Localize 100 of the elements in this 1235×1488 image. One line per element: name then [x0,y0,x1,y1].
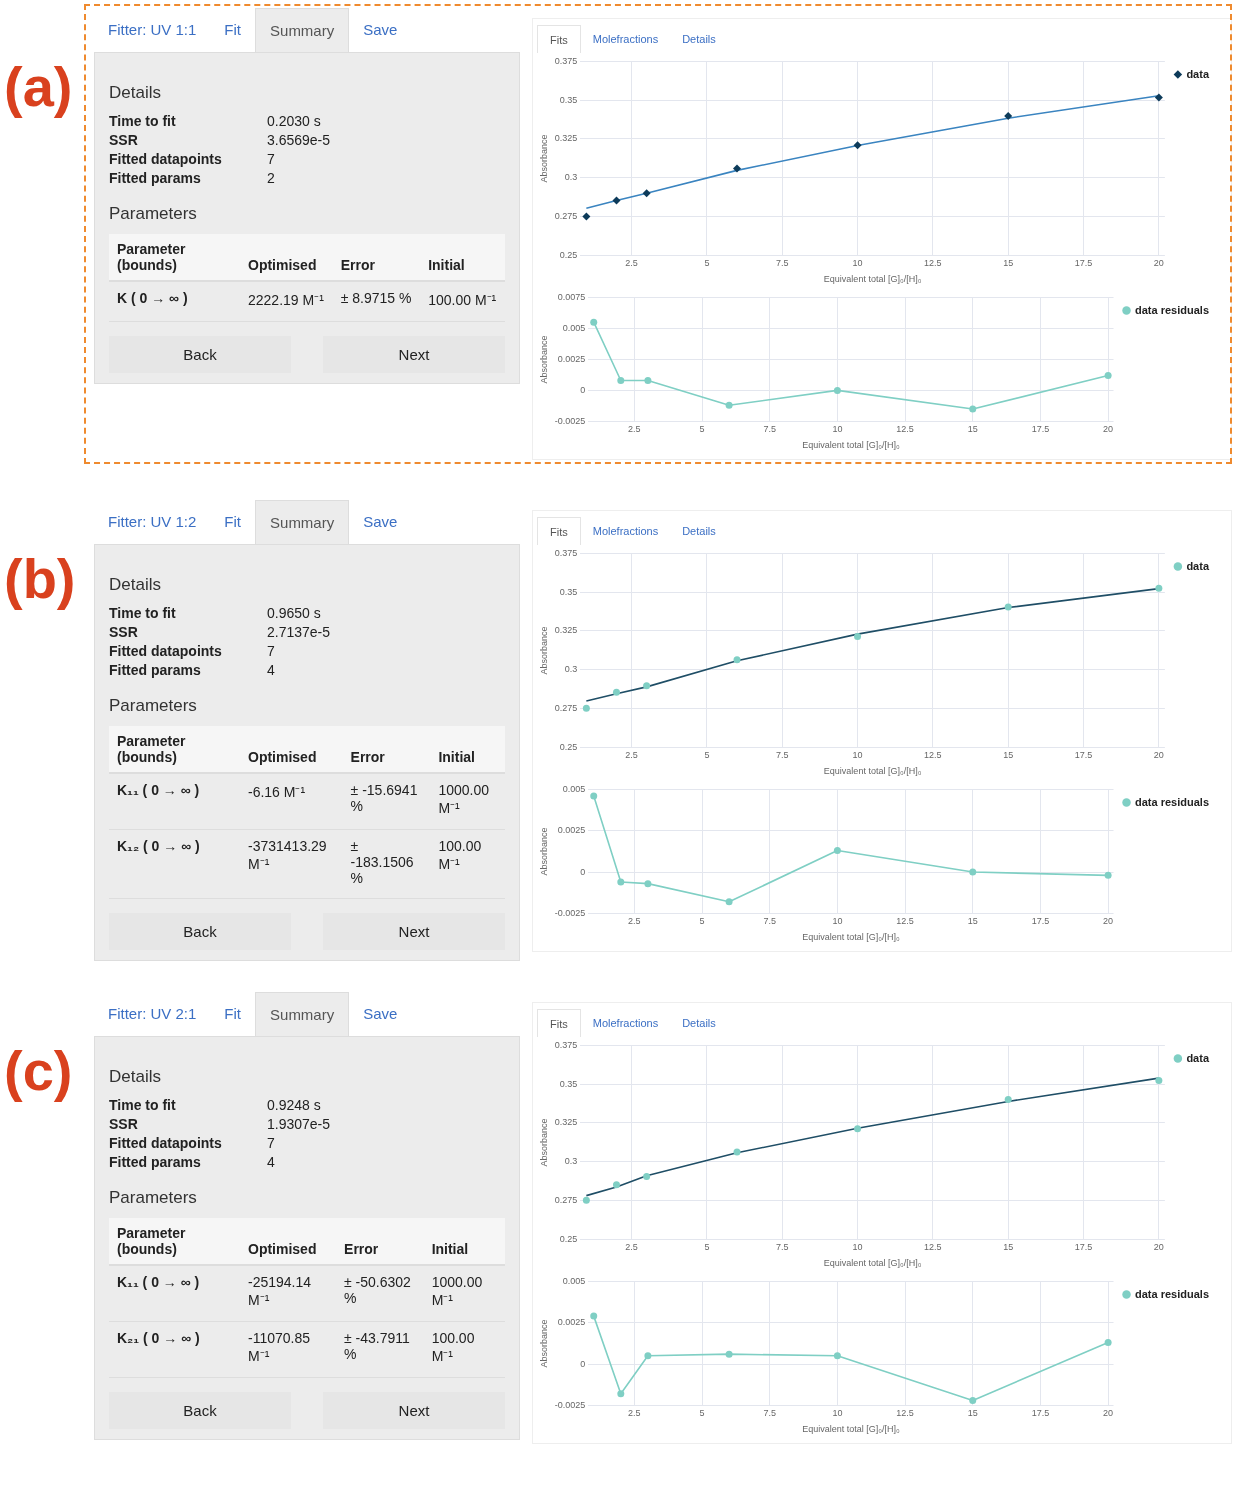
y-tick-label: 0.3 [564,664,578,675]
text: 7 [267,1135,276,1151]
x-tick-label: 15 [967,916,978,927]
y-tick-label: 0.35 [559,94,578,105]
y-tick-label: 0.25 [559,741,578,752]
point [590,1312,598,1320]
x-tick-label: 10 [852,750,863,761]
y-tick-label: 0.375 [554,55,578,66]
x-tick-label: 20 [1153,750,1164,761]
text: K ( 0 → ∞ ) [109,281,240,322]
y-tick-label: 0.275 [554,1195,578,1206]
x-tick-label: 5 [699,1408,705,1419]
text: Fitter: UV 1:1 [107,20,198,40]
text: ± -50.6302 % [336,1265,424,1322]
point [582,212,591,221]
text: 3.6569e-5 [267,132,332,148]
text: Fit [223,1004,243,1024]
point [1155,584,1163,592]
point [969,868,977,876]
text: Fit [223,20,243,40]
y-tick-label: 0.325 [554,625,578,636]
text: SSR [109,132,139,148]
point [725,1350,733,1358]
x-tick-label: 7.5 [763,916,776,927]
point [725,401,733,409]
x-tick-label: 17.5 [1074,258,1093,269]
point [1104,1339,1112,1347]
point [969,1396,977,1404]
text: Back [109,336,291,373]
y-tick-label: 0.375 [554,1039,578,1050]
point [1104,372,1112,380]
y-tick-label: 0 [580,866,586,877]
y-tick-label: 0.25 [559,1233,578,1244]
text: 4 [267,662,276,678]
x-tick-label: 5 [704,750,710,761]
point [733,656,741,664]
point [644,376,652,384]
text: Optimised [240,234,333,281]
text: Fitted datapoints [109,643,223,659]
y-tick-label: -0.0025 [554,1399,586,1410]
y-tick-label: -0.0025 [554,907,586,918]
text: 1000.00 M⁻¹ [423,1265,505,1322]
y-axis-title: Absorbance [538,626,549,675]
point [854,1125,862,1133]
x-tick-label: 5 [704,258,710,269]
text: (c) [3,1038,74,1104]
text: Save [362,20,399,40]
y-tick-label: 0.325 [554,133,578,144]
point [644,880,652,888]
x-tick-label: 15 [1003,1242,1014,1253]
text: Fits [537,1009,581,1037]
text: Error [332,234,421,281]
text: Parameter (bounds) [109,1218,240,1265]
text: 1000.00 M⁻¹ [430,773,505,830]
text: Fitted params [109,662,202,678]
y-tick-label: 0.275 [554,703,578,714]
text: 0.2030 s [267,113,322,129]
x-tick-label: 7.5 [763,1408,776,1419]
text: 0.9248 s [267,1097,322,1113]
text: Save [362,1004,399,1024]
text: Parameter (bounds) [109,726,240,773]
text: -11070.85 M⁻¹ [240,1321,337,1378]
text: ± -43.7911 % [336,1321,424,1378]
legend-label: data [1186,67,1210,80]
x-tick-label: 17.5 [1031,424,1050,435]
text: Fits [537,517,581,545]
text: Parameters [109,204,198,224]
text: -25194.14 M⁻¹ [240,1265,337,1322]
point [612,1181,620,1189]
text: Details [109,83,162,103]
x-tick-label: 7.5 [775,750,789,761]
x-tick-label: 15 [967,424,978,435]
text: SSR [109,624,139,640]
text: Molefractions [591,524,660,539]
x-tick-label: 2.5 [625,750,638,761]
text: 100.00 M⁻¹ [420,281,505,322]
y-tick-label: 0.0025 [557,1317,586,1328]
text: Save [362,512,399,532]
point [833,386,841,394]
x-tick-label: 17.5 [1074,1242,1093,1253]
text: -3731413.29 M⁻¹ [240,829,343,899]
text: Parameters [109,1188,198,1208]
text: Fitter: UV 1:2 [107,512,198,532]
y-tick-label: 0.25 [559,249,578,260]
legend-label: data [1186,1051,1210,1064]
point [617,1390,625,1398]
x-tick-label: 12.5 [924,1242,942,1253]
text: ± -183.1506 % [342,829,431,899]
x-axis-title: Equivalent total [G]₀/[H]₀ [823,766,922,777]
text: Error [336,1218,424,1265]
point [854,632,862,640]
x-tick-label: 7.5 [763,424,776,435]
x-tick-label: 20 [1103,424,1114,435]
point [582,1196,590,1204]
text: Fitted datapoints [109,151,223,167]
x-tick-label: 20 [1153,258,1164,269]
y-tick-label: -0.0025 [554,415,586,426]
text: Next [323,1392,505,1429]
text: 2222.19 M⁻¹ [240,281,333,322]
x-tick-label: 12.5 [896,916,914,927]
